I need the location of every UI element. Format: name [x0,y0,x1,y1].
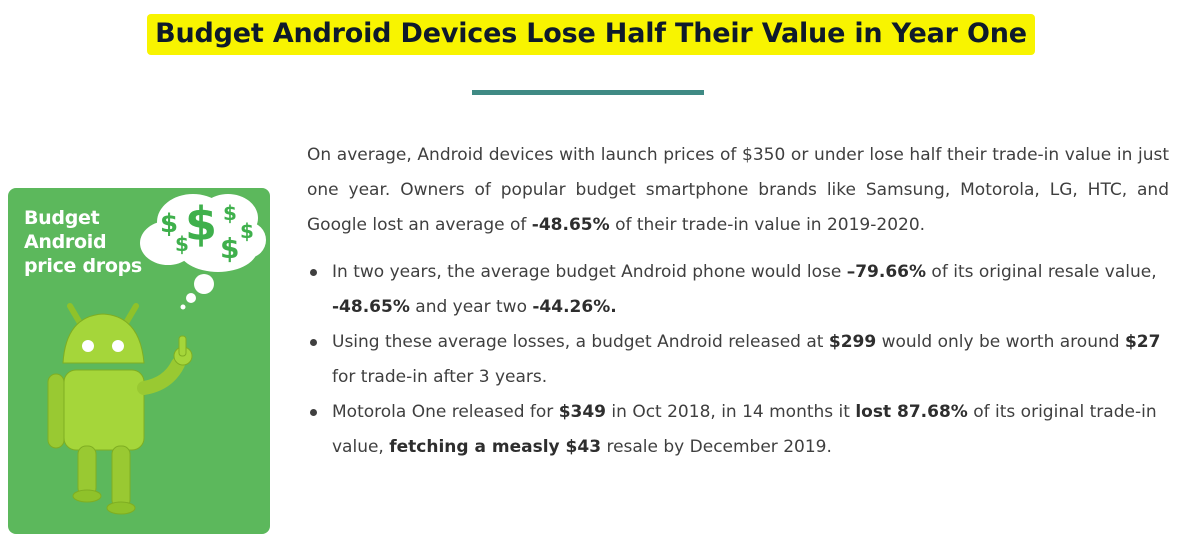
intro-text: On average, Android devices with launch … [307,145,1169,235]
bullet-text: Using these average losses, a budget And… [332,332,829,352]
list-item: In two years, the average budget Android… [307,255,1169,325]
svg-text:$: $ [240,219,254,243]
bullet-text: would only be worth around [876,332,1125,352]
card-label-line: price drops [24,255,142,277]
bullet-bold: -44.26%. [532,297,617,317]
bullet-icon [310,339,317,346]
bullet-text: Motorola One released for [332,402,559,422]
bullet-bold: –79.66% [846,262,927,282]
article-body: On average, Android devices with launch … [307,138,1169,465]
intro-highlight: -48.65% [531,215,610,235]
svg-text:$: $ [185,197,217,251]
bullet-bold: $27 [1124,332,1161,352]
bullet-text: and year two [409,297,533,317]
thought-bubble-icon [140,194,266,310]
android-robot-icon: $ $ $ $ $ $ [47,194,266,515]
android-body [47,303,193,515]
list-item: Using these average losses, a budget And… [307,325,1169,395]
bullet-bold: -48.65% [332,297,410,317]
intro-paragraph: On average, Android devices with launch … [307,138,1169,243]
bullet-icon [310,269,317,276]
svg-text:$: $ [175,232,189,256]
intro-text: of their trade-in value in 2019-2020. [609,215,926,235]
bullet-text: In two years, the average budget Android… [332,262,847,282]
budget-android-card: $ $ $ $ $ $ [8,188,270,534]
list-item: Motorola One released for $349 in Oct 20… [307,395,1169,465]
bullet-icon [310,409,317,416]
bullet-bold: fetching a measly $43 [389,437,602,457]
card-label: Budget Android price drops [24,206,154,278]
bullet-text: of its original trade-in value, [332,402,1157,457]
svg-text:$: $ [160,209,178,239]
svg-text:$: $ [220,232,239,265]
bullet-text: of its original resale value, [926,262,1157,282]
svg-text:$: $ [223,201,237,225]
dollar-sign-icon: $ $ $ $ $ $ [160,197,254,265]
bullet-text: resale by December 2019. [601,437,832,457]
bullet-text: in Oct 2018, in 14 months it [606,402,856,422]
bullet-bold: lost 87.68% [855,402,968,422]
page-title: Budget Android Devices Lose Half Their V… [147,14,1035,55]
bullet-text: for trade-in after 3 years. [332,367,548,387]
bullet-list: In two years, the average budget Android… [307,255,1169,465]
card-label-line: Budget [24,207,100,229]
bullet-bold: $349 [558,402,607,422]
bullet-bold: $299 [828,332,877,352]
card-label-line: Android [24,231,107,253]
title-divider [472,90,704,95]
title-container: Budget Android Devices Lose Half Their V… [0,14,1182,55]
